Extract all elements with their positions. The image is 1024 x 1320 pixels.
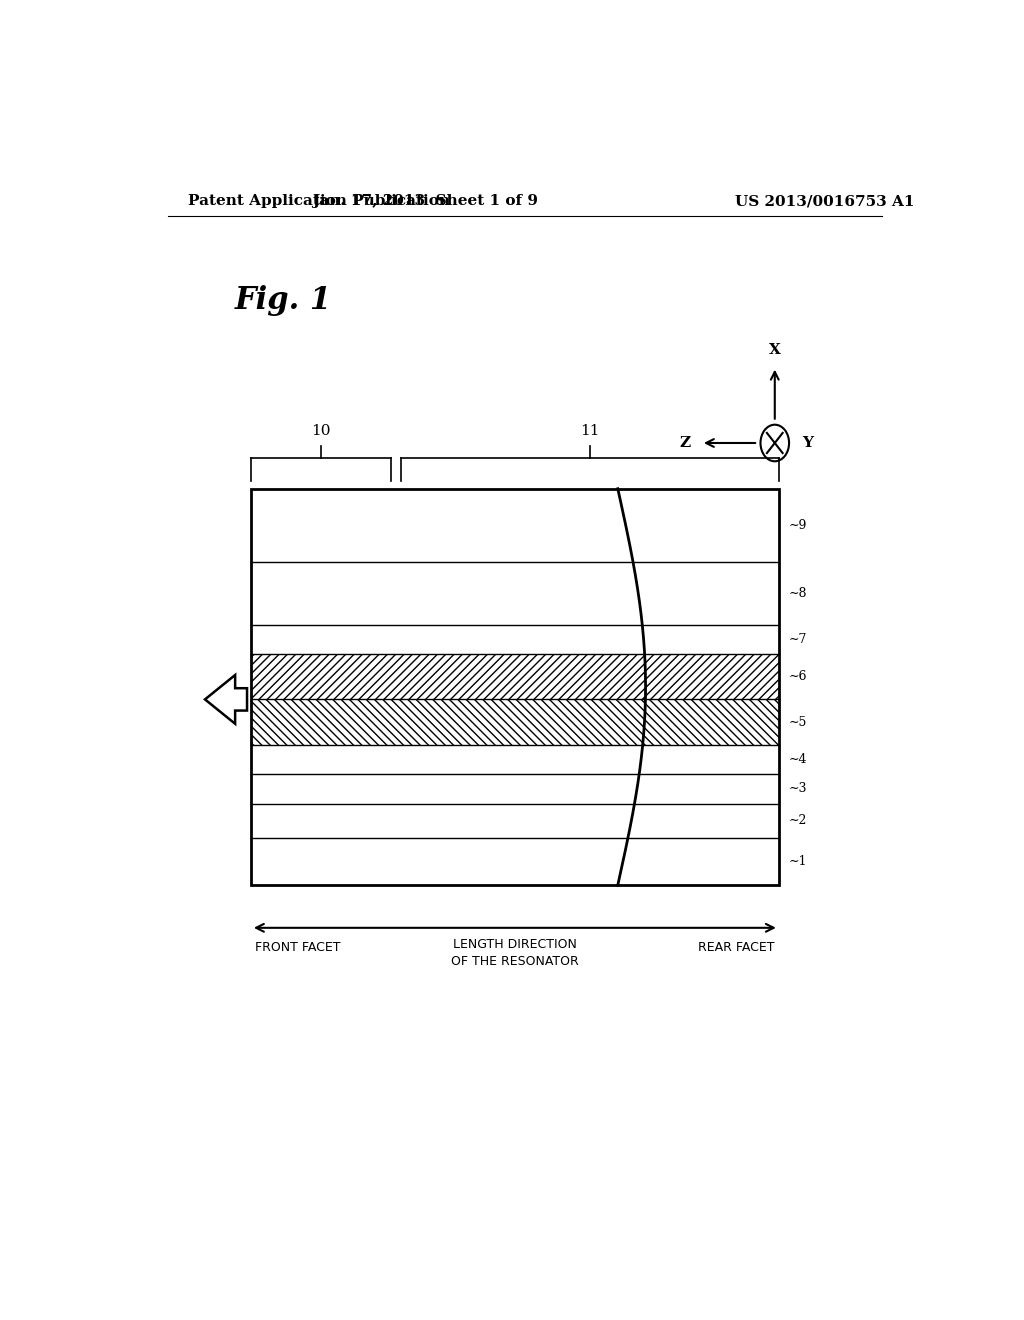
Bar [251,700,778,744]
Text: OF THE RESONATOR: OF THE RESONATOR [451,956,579,969]
Polygon shape [205,675,247,723]
Text: LENGTH DIRECTION: LENGTH DIRECTION [453,939,577,950]
Text: ∼7: ∼7 [788,632,807,645]
Text: 11: 11 [581,424,600,438]
Text: ∼6: ∼6 [788,671,807,684]
Text: Fig. 1: Fig. 1 [236,285,332,317]
Text: ∼3: ∼3 [788,783,807,796]
Text: ∼1: ∼1 [788,855,807,867]
Text: ∼4: ∼4 [788,752,807,766]
Text: ∼2: ∼2 [788,814,807,828]
Bar [251,488,778,886]
Text: Patent Application Publication: Patent Application Publication [187,194,450,209]
Text: X: X [769,343,780,356]
Text: ∼8: ∼8 [788,587,807,601]
Text: Jan. 17, 2013  Sheet 1 of 9: Jan. 17, 2013 Sheet 1 of 9 [312,194,539,209]
Text: US 2013/0016753 A1: US 2013/0016753 A1 [735,194,914,209]
Text: Y: Y [802,436,813,450]
Text: REAR FACET: REAR FACET [698,941,775,954]
Text: FRONT FACET: FRONT FACET [255,941,340,954]
Text: Z: Z [680,436,690,450]
Text: ∼5: ∼5 [788,715,807,729]
Bar [251,655,778,700]
Text: 10: 10 [311,424,331,438]
Text: ∼9: ∼9 [788,519,807,532]
